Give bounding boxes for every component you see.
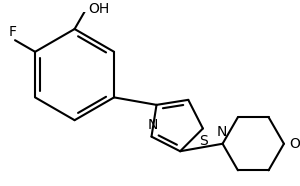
Text: N: N (217, 125, 227, 139)
Text: S: S (199, 134, 208, 148)
Text: N: N (147, 118, 158, 132)
Text: OH: OH (89, 2, 110, 16)
Text: F: F (8, 25, 16, 39)
Text: O: O (289, 137, 300, 151)
